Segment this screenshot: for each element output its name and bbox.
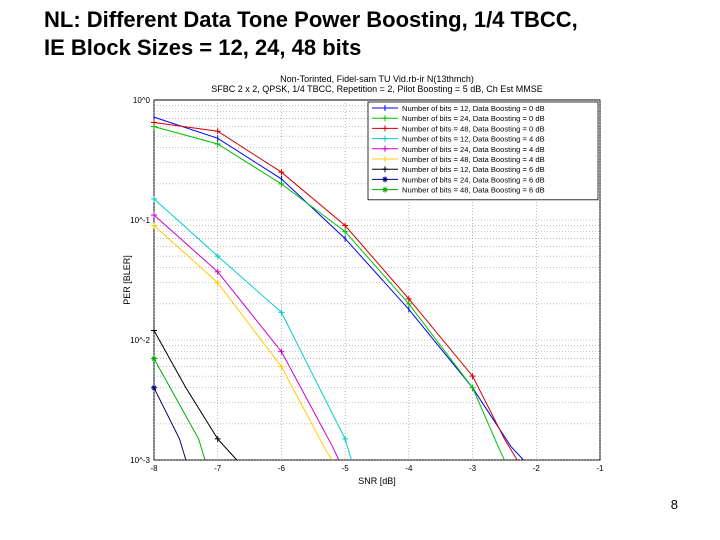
x-tick-label: -8 xyxy=(150,464,158,473)
legend-entry: Number of bits = 24, Data Boosting = 0 d… xyxy=(402,114,545,123)
page-number: 8 xyxy=(670,497,678,512)
legend-entry: Number of bits = 12, Data Boosting = 6 d… xyxy=(402,165,545,174)
slide-title: NL: Different Data Tone Power Boosting, … xyxy=(44,6,714,62)
x-axis-label: SNR [dB] xyxy=(358,476,396,486)
series-marker xyxy=(382,177,388,182)
slide-title-line-1: NL: Different Data Tone Power Boosting, … xyxy=(44,7,578,32)
y-tick-label: 10^-2 xyxy=(130,336,150,345)
legend-entry: Number of bits = 48, Data Boosting = 6 d… xyxy=(402,186,545,195)
series-line-2 xyxy=(153,126,505,461)
x-tick-label: -2 xyxy=(533,464,541,473)
y-tick-label: 10^0 xyxy=(133,96,151,105)
chart-title: Non-Torinted, Fidel-sam TU Vid.rb-ir N(1… xyxy=(280,74,474,84)
series-line-8 xyxy=(153,387,187,461)
legend-entry: Number of bits = 24, Data Boosting = 6 d… xyxy=(402,175,545,184)
slide-title-line-2: IE Block Sizes = 12, 24, 48 bits xyxy=(44,35,362,60)
y-tick-label: 10^-1 xyxy=(130,216,150,225)
x-tick-label: -1 xyxy=(596,464,604,473)
series-line-3 xyxy=(153,122,518,461)
x-tick-label: -4 xyxy=(405,464,413,473)
series-line-9 xyxy=(153,358,206,461)
legend-box xyxy=(367,101,599,201)
y-tick-label: 10^-3 xyxy=(130,456,150,465)
series-line-7 xyxy=(153,330,238,461)
x-tick-label: -6 xyxy=(278,464,286,473)
legend-entry: Number of bits = 24, Data Boosting = 4 d… xyxy=(402,145,545,154)
series-line-1 xyxy=(153,116,524,461)
chart-subtitle: SFBC 2 x 2, QPSK, 1/4 TBCC, Repetition =… xyxy=(211,84,542,94)
series-marker xyxy=(151,356,157,361)
legend-entry: Number of bits = 12, Data Boosting = 0 d… xyxy=(402,104,545,113)
series-marker xyxy=(151,385,157,391)
ber-chart: Non-Torinted, Fidel-sam TU Vid.rb-ir N(1… xyxy=(122,74,604,486)
series-marker xyxy=(382,187,388,192)
legend-entry: Number of bits = 12, Data Boosting = 4 d… xyxy=(402,135,545,144)
legend-entry: Number of bits = 48, Data Boosting = 0 d… xyxy=(402,124,545,133)
y-axis-label: PER [BLER] xyxy=(122,255,132,305)
x-tick-label: -5 xyxy=(342,464,350,473)
x-tick-label: -3 xyxy=(469,464,477,473)
legend-entry: Number of bits = 48, Data Boosting = 4 d… xyxy=(402,155,545,164)
x-tick-label: -7 xyxy=(214,464,222,473)
